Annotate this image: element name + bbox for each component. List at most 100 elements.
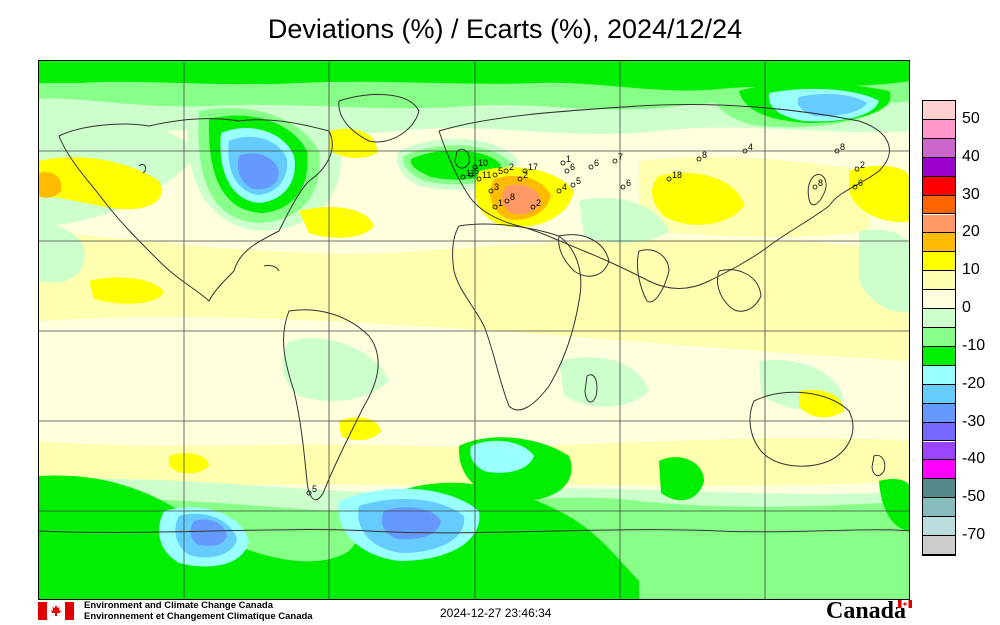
station-dot	[530, 204, 536, 210]
generation-timestamp: 2024-12-27 23:46:34	[440, 606, 552, 620]
station-dot	[852, 184, 858, 190]
station-dot	[492, 204, 498, 210]
station-label: 2	[509, 162, 514, 172]
station-dot	[570, 182, 576, 188]
station-label: 2	[536, 198, 541, 208]
station-dot	[503, 168, 509, 174]
station-dot	[472, 164, 478, 170]
station-label: 6	[858, 178, 863, 188]
station-label: 7	[618, 152, 623, 162]
legend-swatch	[923, 309, 955, 328]
station-dot	[460, 174, 466, 180]
org-name-french: Environnement et Changement Climatique C…	[84, 611, 313, 622]
station-dot	[666, 176, 672, 182]
legend-label: -20	[962, 374, 986, 392]
legend-swatch	[923, 517, 955, 537]
station-label: 6	[626, 178, 631, 188]
station-dot	[556, 188, 562, 194]
station-label: 1	[566, 154, 571, 164]
station-dot	[517, 176, 523, 182]
legend-swatch	[923, 119, 955, 139]
footer-organization: Environment and Climate Change Canada En…	[84, 600, 313, 622]
station-label: 1	[498, 198, 503, 208]
station-label: 6	[474, 166, 479, 176]
legend-swatch	[923, 290, 955, 310]
legend-swatch	[923, 403, 955, 423]
legend-swatch	[923, 384, 955, 404]
station-dot	[564, 168, 570, 174]
legend-swatch	[923, 328, 955, 347]
deviation-map: 10 6 11 5 11 2 17 2 1 6 6 7 5 3 8 4 1 2 6 18 8 4 8 2 6 8 5	[38, 60, 910, 600]
station-label: 2	[523, 170, 528, 180]
station-label: 18	[672, 170, 682, 180]
station-dot	[488, 188, 494, 194]
legend-label: 40	[962, 147, 980, 165]
legend-label: -10	[962, 336, 986, 354]
legend-swatch	[923, 479, 955, 499]
legend-swatch	[923, 441, 955, 461]
station-dot	[834, 148, 840, 154]
legend-label: -40	[962, 450, 986, 468]
legend-label: -30	[962, 412, 986, 430]
station-dot	[560, 160, 566, 166]
station-label: 5	[498, 166, 503, 176]
legend-swatch	[923, 138, 955, 158]
legend-swatch	[923, 233, 955, 253]
legend-label: 30	[962, 185, 980, 203]
legend-swatch	[923, 346, 955, 366]
station-dot	[504, 198, 510, 204]
station-label: 8	[510, 192, 515, 202]
station-dot	[812, 184, 818, 190]
station-dot	[854, 166, 860, 172]
field-blue	[190, 153, 441, 546]
station-dot	[492, 172, 498, 178]
legend-label: -50	[962, 488, 986, 506]
station-dot	[522, 168, 528, 174]
station-label: 4	[748, 142, 753, 152]
graticule	[39, 61, 909, 599]
wordmark-flag-icon	[898, 600, 912, 608]
legend-label: 50	[962, 109, 980, 127]
map-title: Deviations (%) / Ecarts (%), 2024/12/24	[267, 14, 743, 44]
station-label: 4	[562, 182, 567, 192]
legend-swatch	[923, 536, 955, 555]
station-label: 5	[312, 484, 317, 494]
station-dot	[468, 172, 474, 178]
legend-swatch	[923, 271, 955, 291]
legend-swatch	[923, 157, 955, 177]
legend-swatch	[923, 365, 955, 385]
legend-label: 20	[962, 223, 980, 241]
station-label: 3	[494, 182, 499, 192]
station-label: 8	[840, 142, 845, 152]
legend-swatch	[923, 176, 955, 196]
legend-swatch	[923, 101, 955, 120]
station-dot	[620, 184, 626, 190]
legend-swatch	[923, 252, 955, 272]
station-label: 2	[860, 160, 865, 170]
station-label: 8	[818, 178, 823, 188]
legend-swatch	[923, 214, 955, 234]
legend-swatch	[923, 422, 955, 442]
station-label: 11	[482, 170, 491, 180]
station-label: 17	[528, 162, 538, 172]
station-label: 6	[594, 158, 599, 168]
station-dot	[696, 156, 702, 162]
station-label: 10	[478, 158, 488, 168]
station-label: 6	[570, 162, 575, 172]
station-dot	[742, 148, 748, 154]
legend-label: 0	[962, 299, 971, 317]
station-label: 11	[466, 168, 475, 178]
legend-swatch	[923, 195, 955, 215]
legend-label: 10	[962, 261, 980, 279]
legend-swatch	[923, 460, 955, 480]
station-dot	[306, 490, 312, 496]
station-label: 8	[702, 150, 707, 160]
station-dot	[612, 158, 618, 164]
legend-swatch	[923, 498, 955, 518]
station-dot	[476, 176, 482, 182]
org-name-english: Environment and Climate Change Canada	[84, 600, 273, 611]
station-label: 5	[576, 176, 581, 186]
canada-flag-icon	[38, 602, 74, 620]
